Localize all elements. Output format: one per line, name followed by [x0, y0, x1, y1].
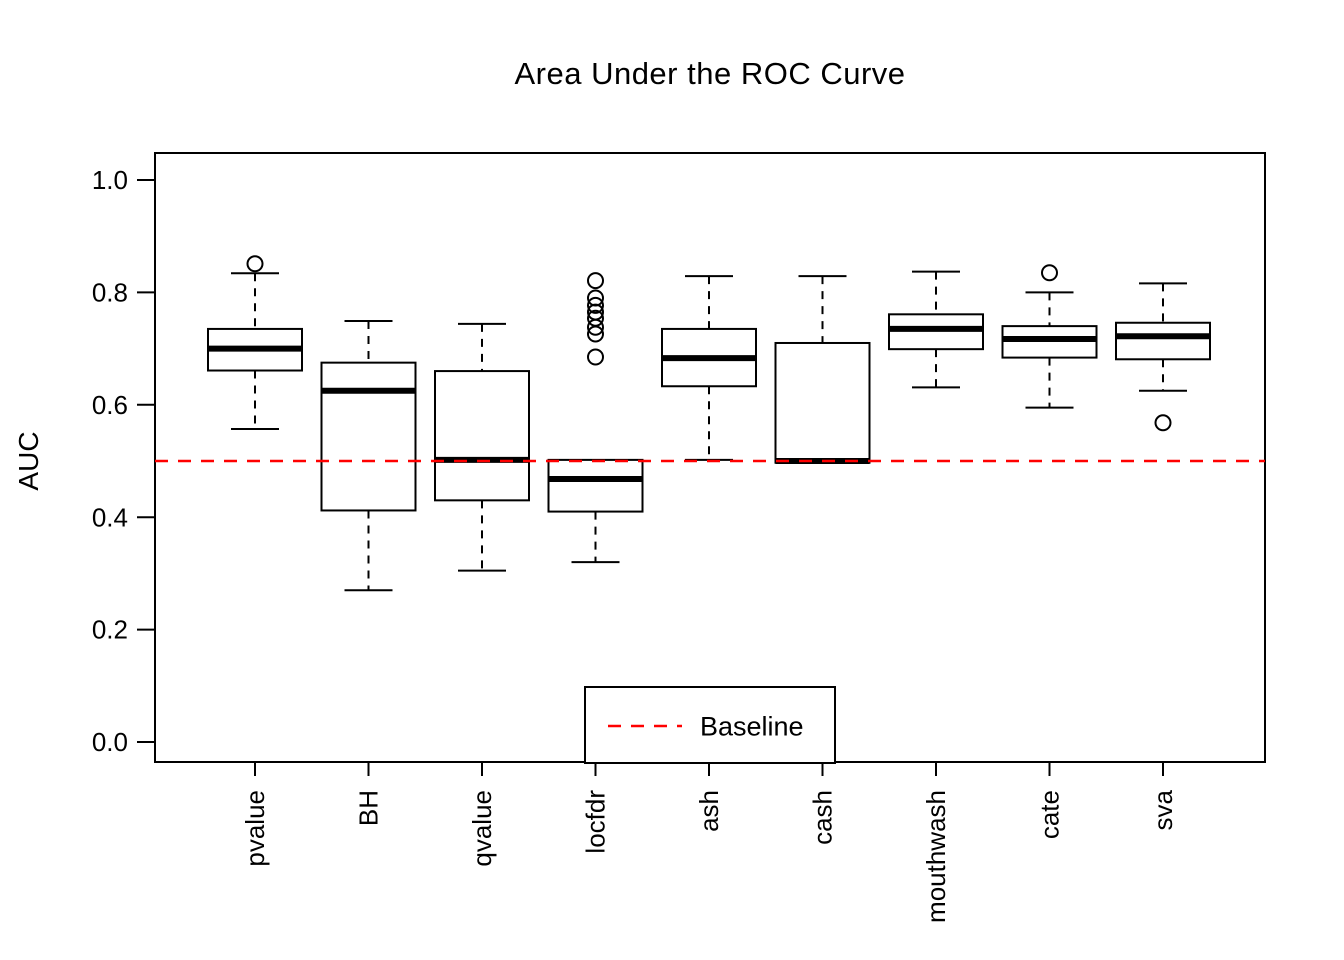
y-tick-label-1.0: 1.0 [92, 165, 128, 195]
box-locfdr [547, 458, 644, 513]
box-BH [320, 361, 417, 512]
y-tick-label-0.0: 0.0 [92, 727, 128, 757]
box-cash [774, 341, 871, 464]
y-axis-title: AUC [13, 431, 44, 490]
x-tick-label-sva: sva [1148, 789, 1178, 830]
outlier-sva-0 [1154, 414, 1172, 432]
box-qvalue [434, 370, 530, 502]
y-tick-label-0.4: 0.4 [92, 502, 128, 532]
legend-box [584, 686, 836, 764]
legend-baseline-label: Baseline [700, 711, 804, 741]
y-tick-label-0.2: 0.2 [92, 615, 128, 645]
outlier-locfdr-0 [587, 272, 604, 290]
outlier-locfdr-5 [587, 318, 604, 336]
x-tick-label-locfdr: locfdr [581, 790, 611, 854]
outlier-locfdr-7 [587, 348, 604, 366]
outlier-cate-0 [1041, 264, 1058, 282]
x-tick-label-cash: cash [808, 790, 838, 845]
outlier-pvalue-0 [246, 255, 264, 273]
outlier-locfdr-6 [587, 325, 604, 343]
x-tick-label-cate: cate [1035, 790, 1065, 839]
y-tick-label-0.8: 0.8 [92, 278, 128, 308]
chart-title: Area Under the ROC Curve [514, 56, 906, 91]
y-tick-label-0.6: 0.6 [92, 390, 128, 420]
x-tick-label-mouthwash: mouthwash [921, 790, 951, 923]
outlier-locfdr-2 [587, 296, 604, 314]
x-tick-label-qvalue: qvalue [467, 790, 497, 867]
x-tick-label-pvalue: pvalue [240, 790, 270, 867]
x-tick-label-ash: ash [694, 790, 724, 832]
x-tick-label-BH: BH [354, 790, 384, 826]
box-sva [1115, 321, 1211, 361]
